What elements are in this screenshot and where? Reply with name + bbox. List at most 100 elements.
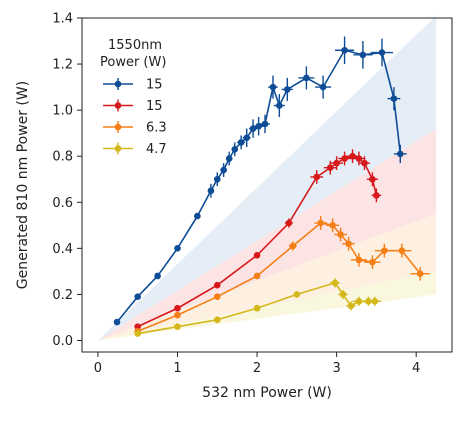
data-point	[345, 240, 352, 248]
data-point	[381, 247, 388, 254]
data-point	[174, 323, 181, 330]
legend: 1550nm Power (W) 15 15 6.3 4.7	[100, 38, 167, 157]
legend-label: 15	[146, 78, 163, 93]
data-point	[331, 279, 339, 287]
legend-marker	[114, 80, 122, 88]
data-point	[333, 159, 340, 167]
legend-entry-2: 15	[103, 99, 163, 114]
data-point	[398, 247, 406, 254]
y-tick-label: 0.4	[52, 242, 73, 257]
shaded-band-1	[97, 15, 437, 341]
data-point	[317, 219, 325, 227]
y-axis-ticks: 0.0 0.2 0.4 0.6 0.8 1.0 1.2 1.4	[52, 12, 82, 349]
legend-label: 4.7	[146, 142, 167, 157]
x-tick-label: 2	[253, 361, 261, 376]
data-point	[396, 150, 404, 158]
data-point	[134, 323, 141, 330]
data-point	[253, 304, 261, 312]
data-point	[174, 311, 181, 319]
data-point	[326, 164, 334, 172]
data-point	[313, 173, 321, 181]
data-point	[213, 293, 221, 301]
data-point	[355, 155, 363, 162]
data-point	[371, 298, 379, 305]
data-point	[285, 219, 293, 227]
data-point	[283, 86, 291, 93]
data-point	[369, 258, 376, 266]
data-point	[213, 281, 221, 289]
data-point	[134, 330, 141, 337]
y-tick-label: 0.0	[52, 334, 73, 349]
x-tick-label: 0	[94, 361, 102, 376]
shaded-band-2	[97, 128, 437, 341]
data-point	[253, 251, 261, 259]
y-tick-label: 1.0	[52, 104, 73, 119]
legend-title-line-1: 1550nm	[108, 38, 162, 53]
y-tick-label: 0.6	[52, 196, 73, 211]
legend-marker	[114, 123, 122, 131]
data-point	[213, 316, 221, 324]
plot-frame	[81, 17, 453, 353]
data-point	[289, 242, 297, 250]
shaded-band-3	[97, 213, 437, 341]
legend-marker	[114, 145, 122, 152]
legend-entry-3: 6.3	[103, 121, 167, 136]
data-point	[253, 272, 261, 280]
series-3	[134, 216, 430, 335]
data-point	[243, 134, 251, 142]
data-point	[369, 175, 376, 183]
legend-label: 6.3	[146, 121, 167, 136]
data-point	[355, 256, 363, 264]
data-point	[174, 304, 181, 312]
data-point	[390, 95, 398, 102]
y-tick-label: 0.2	[52, 288, 73, 303]
legend-label: 15	[146, 99, 163, 114]
data-point	[347, 302, 355, 310]
data-point	[416, 270, 424, 277]
x-tick-label: 1	[173, 361, 181, 376]
legend-entries: 15 15 6.3 4.7	[103, 78, 167, 157]
data-point	[373, 192, 380, 199]
y-tick-label: 1.2	[52, 58, 73, 73]
data-point	[237, 139, 245, 146]
data-point	[220, 166, 227, 174]
y-tick-label: 0.8	[52, 150, 73, 165]
data-point	[231, 145, 239, 153]
x-tick-label: 3	[332, 361, 340, 376]
data-point	[213, 175, 221, 183]
series-4	[134, 278, 382, 337]
legend-entry-1: 15	[103, 78, 163, 93]
data-point	[154, 272, 161, 280]
data-point	[134, 293, 141, 301]
data-point	[319, 83, 327, 91]
data-point	[207, 187, 215, 195]
data-point	[339, 291, 347, 298]
legend-marker	[114, 102, 122, 109]
series-layer	[113, 36, 430, 337]
data-point	[303, 74, 310, 82]
x-tick-label: 4	[412, 361, 420, 376]
legend-title-line-2: Power (W)	[100, 55, 166, 70]
series-1	[113, 36, 407, 326]
data-point	[194, 212, 201, 220]
y-axis-title: Generated 810 nm Power (W)	[15, 81, 31, 289]
series-2	[134, 149, 382, 330]
data-point	[378, 49, 386, 56]
data-point	[355, 298, 363, 305]
legend-entry-4: 4.7	[103, 142, 167, 157]
shaded-band-4	[97, 271, 437, 341]
data-point	[361, 159, 368, 167]
data-point	[261, 120, 269, 128]
x-axis-title: 532 nm Power (W)	[202, 385, 332, 401]
data-point	[174, 245, 181, 252]
data-point	[337, 231, 344, 238]
data-point	[359, 51, 367, 59]
data-point	[225, 155, 233, 162]
data-point	[276, 102, 283, 109]
shaded-bands	[97, 15, 437, 341]
data-point	[329, 222, 336, 229]
data-point	[113, 318, 121, 326]
